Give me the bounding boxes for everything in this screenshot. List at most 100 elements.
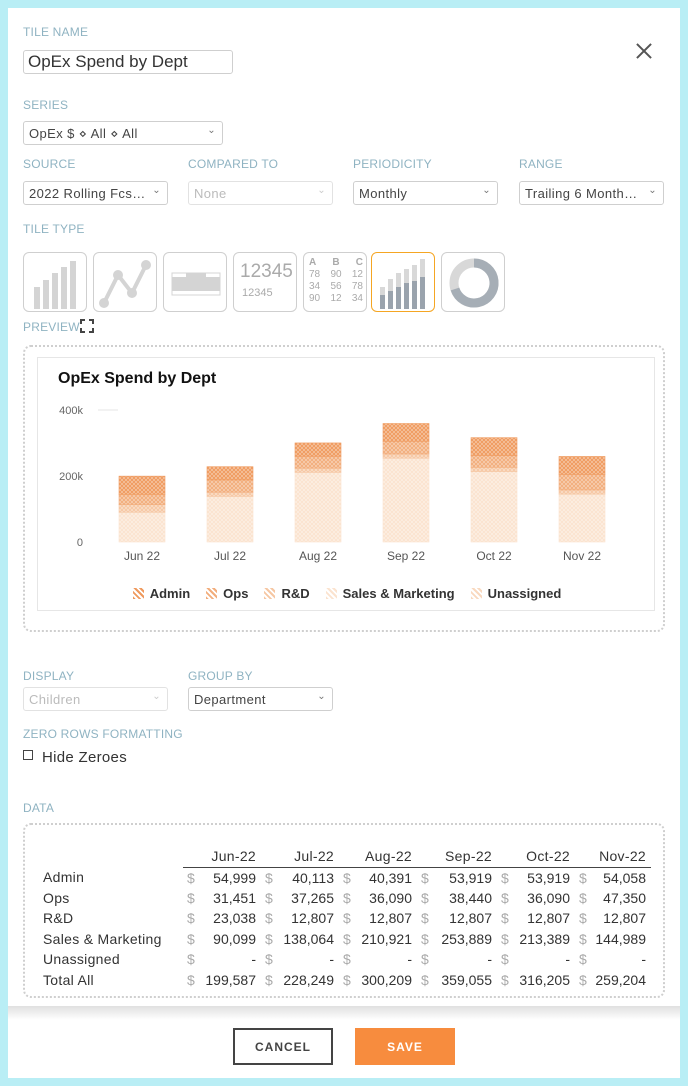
periodicity-select[interactable]: Monthly ⌄ xyxy=(353,181,498,205)
bar-segment[interactable] xyxy=(206,491,254,497)
currency-symbol: $ xyxy=(421,869,429,886)
bar-segment[interactable] xyxy=(382,457,430,543)
tile-type-horizontal-bar[interactable] xyxy=(163,252,227,312)
series-label: SERIES xyxy=(23,98,69,112)
display-label: DISPLAY xyxy=(23,669,75,683)
legend-item[interactable]: Unassigned xyxy=(470,586,561,601)
bar-segment[interactable] xyxy=(206,466,254,481)
legend-item[interactable]: Ops xyxy=(206,586,248,601)
bar-segment[interactable] xyxy=(206,479,254,493)
chart-canvas: 0 200k 400k Jun 22 Jul 22 Aug 22 Sep 22 Oct 22 N… xyxy=(59,405,606,563)
hide-zeroes-checkbox[interactable] xyxy=(23,750,33,760)
table-column-header: Jun-22 xyxy=(183,847,261,868)
donut-icon xyxy=(449,258,499,308)
table-cell: $40,391 xyxy=(339,867,417,888)
legend-item[interactable]: Sales & Marketing xyxy=(325,586,455,601)
cell-value: 23,038 xyxy=(213,910,256,927)
cell-value: 12,807 xyxy=(603,910,646,927)
table-cell: $ - xyxy=(575,949,651,970)
table-cell: $ - xyxy=(417,949,497,970)
expand-icon[interactable] xyxy=(80,319,94,333)
bar-segment[interactable] xyxy=(558,489,606,495)
table-cell: $316,205 xyxy=(497,970,575,991)
table-row: Total All $199,587 $228,249 $300,209 $359,05… xyxy=(43,970,651,991)
bar-segment[interactable] xyxy=(558,474,606,491)
bar-segment[interactable] xyxy=(382,441,430,455)
bar-segment[interactable] xyxy=(294,472,342,543)
cell-value: 138,064 xyxy=(283,930,334,947)
bar-segment[interactable] xyxy=(118,504,166,513)
tile-type-line-chart[interactable] xyxy=(93,252,157,312)
tile-type-bar-chart[interactable] xyxy=(23,252,87,312)
tile-editor-dialog: TILE NAME OpEx Spend by Dept SERIES OpEx… xyxy=(8,8,680,1078)
tile-type-table[interactable]: A B C 78 90 12 34 56 78 90 12 34 xyxy=(303,252,367,312)
tile-type-donut[interactable] xyxy=(441,252,505,312)
legend-label: R&D xyxy=(281,586,310,601)
x-tick-label: Jul 22 xyxy=(214,549,246,563)
table-row: Ops $31,451 $37,265 $36,090 $38,440 $36,090 $4… xyxy=(43,888,651,909)
compared-to-select-value: None xyxy=(194,186,227,201)
table-cell: $300,209 xyxy=(339,970,417,991)
bar-segment[interactable] xyxy=(294,455,342,469)
table-row: R&D $23,038 $12,807 $12,807 $12,807 $12,807 $1… xyxy=(43,908,651,929)
display-select[interactable]: Children ⌄ xyxy=(23,687,168,711)
compared-to-select[interactable]: None ⌄ xyxy=(188,181,333,205)
save-button[interactable]: SAVE xyxy=(355,1028,455,1065)
numeric-small-text: 12345 xyxy=(242,287,273,299)
bar-segment[interactable] xyxy=(382,453,430,459)
bar-segment[interactable] xyxy=(470,467,518,472)
bar-segment[interactable] xyxy=(118,493,166,505)
cell-value: - xyxy=(487,951,492,968)
table-icon-cell: 12 xyxy=(351,269,363,280)
bar-segment[interactable] xyxy=(382,423,430,442)
chevron-down-icon: ⌄ xyxy=(482,185,491,196)
currency-symbol: $ xyxy=(265,910,273,927)
table-icon: A B C 78 90 12 34 56 78 90 12 34 xyxy=(309,257,363,305)
legend-item[interactable]: Admin xyxy=(132,586,190,601)
x-tick-label: Aug 22 xyxy=(299,549,337,563)
bar-segment[interactable] xyxy=(470,437,518,456)
table-row-label: Total All xyxy=(43,971,94,988)
table-row-label: Sales & Marketing xyxy=(43,930,162,947)
currency-symbol: $ xyxy=(579,930,587,947)
tile-type-stacked-bar[interactable] xyxy=(371,252,435,312)
range-select[interactable]: Trailing 6 Month… ⌄ xyxy=(519,181,664,205)
tile-name-input[interactable]: OpEx Spend by Dept xyxy=(23,50,233,74)
source-select[interactable]: 2022 Rolling Fcs… ⌄ xyxy=(23,181,168,205)
bar-segment[interactable] xyxy=(206,496,254,543)
series-select[interactable]: OpEx $ ⋄ All ⋄ All ⌄ xyxy=(23,121,223,145)
bar-segment[interactable] xyxy=(118,475,166,495)
cell-value: 316,205 xyxy=(519,971,570,988)
currency-symbol: $ xyxy=(501,951,509,968)
currency-symbol: $ xyxy=(501,869,509,886)
bar-segment[interactable] xyxy=(294,467,342,473)
chart-card: OpEx Spend by Dept 0 200k 400k Jun 22 Jul 22… xyxy=(37,357,655,611)
table-icon-cell: 90 xyxy=(309,293,321,304)
preview-label: PREVIEW xyxy=(23,320,80,334)
y-tick-label: 200k xyxy=(59,471,83,483)
group-by-select-value: Department xyxy=(194,692,266,707)
table-icon-header: B xyxy=(332,257,340,268)
currency-symbol: $ xyxy=(343,910,351,927)
cell-value: - xyxy=(251,951,256,968)
stacked-bar-icon xyxy=(380,259,425,309)
cell-value: - xyxy=(329,951,334,968)
bar-segment[interactable] xyxy=(470,455,518,468)
cancel-button[interactable]: CANCEL xyxy=(233,1028,333,1065)
bar-segment[interactable] xyxy=(470,471,518,543)
tile-type-numeric[interactable]: 12345 12345 xyxy=(233,252,297,312)
table-icon-header: C xyxy=(355,257,363,268)
bar-segment[interactable] xyxy=(294,442,342,457)
currency-symbol: $ xyxy=(501,889,509,906)
legend-label: Ops xyxy=(223,586,249,601)
legend-swatch xyxy=(206,588,218,599)
bar-segment[interactable] xyxy=(558,456,606,475)
legend-item[interactable]: R&D xyxy=(264,586,310,601)
bar-segment[interactable] xyxy=(558,493,606,543)
table-row-label: Unassigned xyxy=(43,951,120,968)
close-icon[interactable] xyxy=(630,38,658,66)
table-cell: $54,058 xyxy=(575,867,651,888)
numeric-big-text: 12345 xyxy=(240,261,293,282)
bar-segment[interactable] xyxy=(118,511,166,543)
group-by-select[interactable]: Department ⌄ xyxy=(188,687,333,711)
